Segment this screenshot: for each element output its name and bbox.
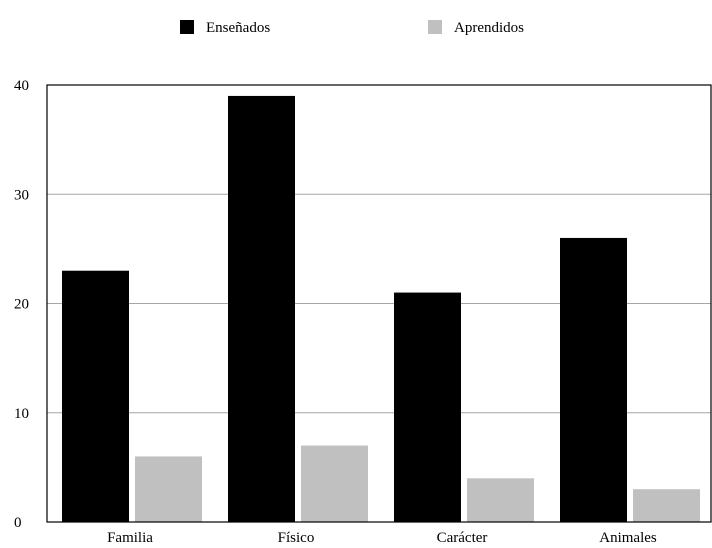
legend-swatch (180, 20, 194, 34)
legend-swatch (428, 20, 442, 34)
bar-aprendidos-carácter (467, 478, 534, 522)
x-axis-ticks: Familia Físico Carácter Animales (107, 530, 657, 546)
legend-label: Enseñados (206, 20, 270, 36)
bar-aprendidos-animales (633, 489, 700, 522)
axes (46, 84, 712, 523)
y-tick-label: 20 (14, 297, 29, 313)
bar-enseñados-carácter (394, 292, 461, 522)
x-tick-label: Familia (107, 530, 153, 546)
y-tick-label: 40 (14, 78, 29, 94)
y-tick-label: 10 (14, 406, 29, 422)
x-tick-label: Físico (278, 530, 315, 546)
bar-aprendidos-familia (135, 456, 202, 522)
bars (62, 95, 700, 523)
x-tick-label: Animales (599, 530, 657, 546)
bar-enseñados-animales (560, 237, 627, 522)
legend: Enseñados Aprendidos (180, 20, 524, 36)
plot-frame (46, 84, 712, 523)
bar-aprendidos-físico (301, 445, 368, 522)
bar-enseñados-físico (228, 95, 295, 523)
y-tick-label: 0 (14, 515, 22, 531)
y-axis-ticks: 0 10 20 30 40 (14, 78, 29, 531)
y-tick-label: 30 (14, 187, 29, 203)
legend-label: Aprendidos (454, 20, 524, 36)
bar-enseñados-familia (62, 270, 129, 522)
x-tick-label: Carácter (437, 530, 488, 546)
